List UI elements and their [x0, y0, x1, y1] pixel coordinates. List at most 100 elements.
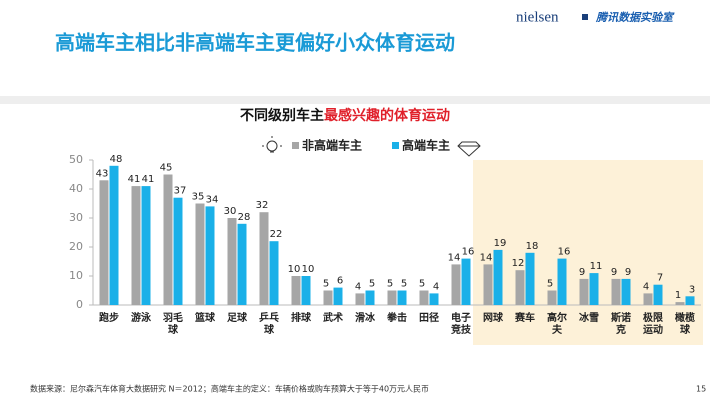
value-label: 5	[547, 279, 553, 290]
bar	[621, 278, 631, 305]
value-label: 16	[558, 247, 571, 258]
y-tick-label: 0	[76, 298, 83, 311]
legend-swatch	[392, 142, 399, 149]
bar	[163, 174, 173, 305]
value-label: 30	[224, 206, 237, 217]
value-label: 6	[337, 276, 343, 287]
highlight-box	[473, 160, 703, 345]
x-tick-label: 滑冰	[355, 313, 375, 324]
value-label: 22	[270, 229, 283, 240]
bar	[653, 284, 663, 305]
bar	[451, 264, 461, 305]
bar	[141, 186, 151, 305]
x-tick-label: 橄榄球	[675, 313, 695, 336]
bar	[387, 290, 397, 305]
value-label: 41	[128, 174, 141, 185]
chart-title: 不同级别车主最感兴趣的体育运动	[240, 107, 450, 124]
bar	[259, 212, 269, 305]
x-tick-label: 电子竞技	[451, 313, 471, 336]
x-tick-label: 高尔夫	[547, 313, 567, 336]
value-label: 1	[675, 290, 681, 301]
bar	[365, 290, 375, 305]
bar	[301, 276, 311, 305]
x-tick-label: 篮球	[195, 313, 215, 324]
y-tick-label: 10	[69, 269, 83, 282]
bar	[99, 180, 109, 305]
chart-title-highlight: 最感兴趣的体育运动	[324, 107, 450, 124]
bar	[675, 302, 685, 305]
value-label: 9	[579, 267, 585, 278]
value-label: 10	[302, 264, 315, 275]
value-label: 5	[369, 279, 375, 290]
bar	[515, 270, 525, 305]
footer-source: 数据来源：尼尔森汽车体育大数据研究 N＝2012；高端车主的定义：车辆价格或购车…	[30, 384, 429, 394]
y-tick-label: 30	[69, 211, 83, 224]
value-label: 14	[480, 252, 493, 263]
value-label: 18	[526, 241, 539, 252]
bar	[131, 186, 141, 305]
value-label: 32	[256, 200, 269, 211]
bar	[429, 293, 439, 305]
y-tick-label: 40	[69, 182, 83, 195]
x-tick-label: 拳击	[387, 313, 407, 324]
value-label: 48	[110, 154, 123, 165]
x-tick-label: 排球	[291, 313, 311, 324]
diamond-icon	[457, 141, 481, 157]
value-label: 16	[462, 247, 475, 258]
value-label: 5	[323, 279, 329, 290]
chart-title-main: 不同级别车主	[240, 107, 324, 124]
lab-name: 腾讯数据实验室	[595, 11, 675, 24]
x-tick-label: 跑步	[99, 313, 119, 324]
bar	[355, 293, 365, 305]
value-label: 45	[160, 163, 173, 174]
x-tick-label: 游泳	[131, 313, 151, 324]
value-label: 11	[590, 261, 603, 272]
bar	[483, 264, 493, 305]
bar	[205, 206, 215, 305]
value-label: 7	[657, 273, 663, 284]
value-label: 34	[206, 194, 219, 205]
bar	[291, 276, 301, 305]
x-tick-label: 羽毛球	[163, 313, 183, 336]
bar	[525, 252, 535, 305]
value-label: 35	[192, 192, 205, 203]
x-tick-label: 冰雪	[579, 313, 599, 324]
bar	[547, 290, 557, 305]
value-label: 9	[625, 267, 631, 278]
legend-label: 高端车主	[402, 138, 450, 153]
bar	[173, 197, 183, 305]
value-label: 9	[611, 267, 617, 278]
value-label: 43	[96, 168, 109, 179]
bar	[195, 203, 205, 305]
bar	[227, 218, 237, 305]
bar	[643, 293, 653, 305]
x-tick-label: 足球	[227, 313, 247, 324]
page-number: 15	[696, 385, 706, 394]
bar	[397, 290, 407, 305]
x-tick-label: 田径	[419, 313, 439, 324]
value-label: 10	[288, 264, 301, 275]
bar	[269, 241, 279, 305]
value-label: 5	[419, 279, 425, 290]
bar	[557, 258, 567, 305]
value-label: 4	[355, 281, 361, 292]
value-label: 14	[448, 252, 461, 263]
bulb-icon	[262, 136, 282, 153]
y-tick-label: 20	[69, 240, 83, 253]
value-label: 41	[142, 174, 155, 185]
x-tick-label: 网球	[483, 313, 503, 324]
bar	[109, 165, 119, 305]
x-tick-label: 极限运动	[643, 313, 663, 336]
bar	[419, 290, 429, 305]
value-label: 4	[433, 281, 439, 292]
y-tick-label: 50	[69, 153, 83, 166]
bar	[461, 258, 471, 305]
logo-dot	[582, 14, 588, 20]
slide-title: 高端车主相比非高端车主更偏好小众体育运动	[55, 31, 455, 55]
bar	[237, 223, 247, 305]
x-tick-label: 武术	[323, 313, 343, 324]
bar	[493, 249, 503, 305]
x-tick-label: 乒乓球	[259, 313, 279, 336]
